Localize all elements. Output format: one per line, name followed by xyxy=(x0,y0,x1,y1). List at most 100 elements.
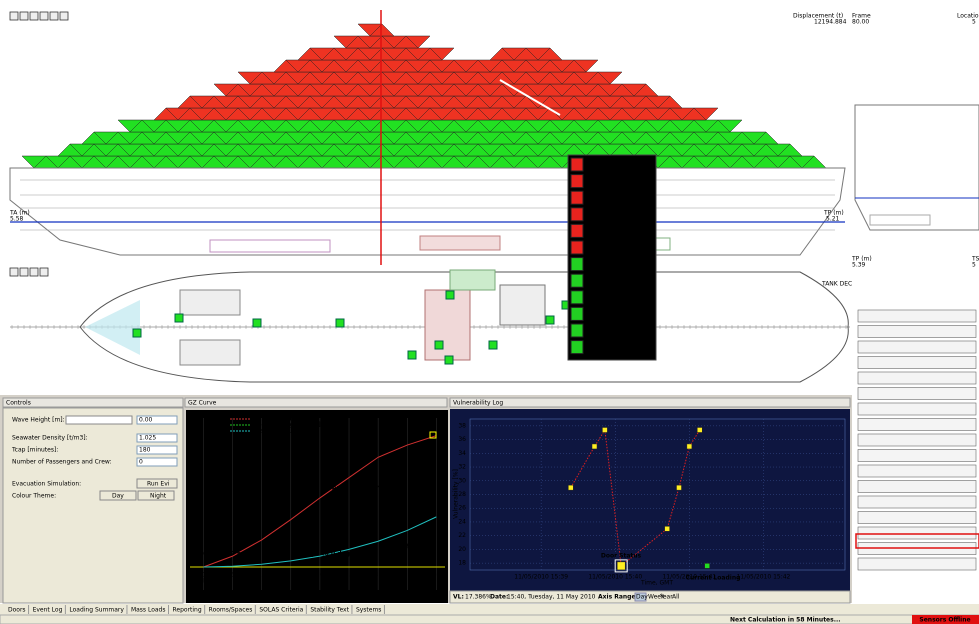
deck-thumbnail xyxy=(857,511,977,524)
label: TP (m) xyxy=(823,210,844,217)
tab[interactable]: SOLAS Criteria xyxy=(259,607,303,614)
probability-label: Capsize probability: xyxy=(587,181,646,188)
probability: 0.984 xyxy=(637,181,654,188)
input-value[interactable]: 0 xyxy=(139,459,143,466)
panel-header xyxy=(2,397,184,408)
panel-title: Controls xyxy=(6,400,31,407)
input-value[interactable]: 180 xyxy=(139,447,151,454)
damage-case-name: DS/S11-12.2.0 xyxy=(587,158,635,165)
x-tick-label: 11/05/2010 15:40 xyxy=(588,574,642,581)
status-swatch xyxy=(570,257,584,272)
legend-entry: Area [m*rad] xyxy=(253,428,292,435)
probability: 0.000 xyxy=(637,314,654,321)
y-tick-label: 26 xyxy=(458,505,466,512)
label: 15:40, Tuesday, 11 May 2010 xyxy=(507,594,596,601)
button-label[interactable]: Day xyxy=(112,493,124,500)
x-tick-label: 20 xyxy=(316,572,324,579)
deck-thumbnail xyxy=(857,402,977,416)
status-swatch xyxy=(570,157,584,172)
y-tick-label: 38 xyxy=(458,422,466,429)
range-button[interactable]: Day xyxy=(636,594,648,601)
damage-case-name: DS/S11-12.2.1 xyxy=(587,274,635,281)
toolbar-icon xyxy=(59,11,69,21)
label: TS xyxy=(971,256,979,263)
deck-thumbnail xyxy=(857,480,977,493)
damage-case-name: DS/P11-12.3.0 xyxy=(587,191,635,198)
deck-thumbnail xyxy=(857,356,977,369)
label: Date: xyxy=(490,594,508,601)
compartment-marker xyxy=(132,328,142,338)
annotation: Range 40.0 deg xyxy=(297,551,350,558)
annotation: Current Loading xyxy=(686,575,741,582)
field-label: Colour Theme: xyxy=(12,493,56,500)
tab[interactable]: Reporting xyxy=(173,607,202,614)
damage-case-name: DS/P11-12.1.1 xyxy=(587,340,635,347)
axis-label: Time, GMT xyxy=(640,580,673,587)
probability: 0.984 xyxy=(637,214,654,221)
gz-line xyxy=(203,516,437,568)
tab[interactable]: Mass Loads xyxy=(131,607,166,614)
tab[interactable]: Systems xyxy=(356,607,382,614)
button[interactable] xyxy=(137,490,175,501)
x-tick-label: 30 xyxy=(374,572,382,579)
label: 80.00 xyxy=(852,19,869,26)
label: 12194.884 xyxy=(814,19,847,26)
deck-thumbnail xyxy=(857,464,977,478)
probability-label: Capsize probability: xyxy=(587,297,646,304)
range-button[interactable]: All xyxy=(672,594,680,601)
toolbar-icon xyxy=(39,11,49,21)
tab[interactable]: Stability Text xyxy=(310,607,349,614)
input-value[interactable]: 1.025 xyxy=(139,435,156,442)
axis-label: Vulnerability [%] xyxy=(453,469,460,519)
button-label[interactable]: Night xyxy=(150,493,167,500)
damage-case xyxy=(537,47,563,61)
probability-label: Capsize probability: xyxy=(587,214,646,221)
tab[interactable]: Rooms/Spaces xyxy=(209,607,253,614)
separator xyxy=(499,79,561,116)
status-swatch xyxy=(570,290,584,305)
heel-marker xyxy=(429,431,437,439)
sensors-badge xyxy=(912,615,979,624)
y-tick-label: 36 xyxy=(458,436,466,443)
label: 5.58 xyxy=(10,216,24,223)
vulnerability-point xyxy=(704,563,710,569)
tank xyxy=(209,239,331,253)
tab[interactable]: Doors xyxy=(8,607,26,614)
deck-highlight xyxy=(855,533,979,549)
status-swatch xyxy=(570,190,584,205)
label: Frame xyxy=(852,13,871,20)
damage-case xyxy=(405,35,431,49)
compartment-marker xyxy=(434,340,444,350)
legend-entry: Opening Emersion [m] xyxy=(253,422,321,429)
status-swatch xyxy=(570,306,584,321)
range-button[interactable]: Week xyxy=(648,594,665,601)
vulnerability-point xyxy=(602,427,608,433)
button[interactable] xyxy=(136,478,178,489)
input-value[interactable]: 0.00 xyxy=(139,417,153,424)
status-swatch xyxy=(570,240,584,255)
x-tick-label: 5 xyxy=(231,572,235,579)
status-swatch xyxy=(570,223,584,238)
vulnerability-point xyxy=(568,484,574,491)
button-label[interactable]: Run Evi xyxy=(147,481,170,488)
toolbar-icon xyxy=(19,11,29,21)
deck-thumbnail xyxy=(857,495,977,509)
compartment-marker xyxy=(545,315,555,325)
tab[interactable]: Loading Summary xyxy=(69,607,124,614)
compartment-marker xyxy=(445,290,455,300)
label: TP (m) xyxy=(851,256,872,263)
button[interactable] xyxy=(99,490,137,501)
compartment-marker xyxy=(174,313,184,323)
toolbar-icon xyxy=(29,267,39,277)
probability-label: Capsize probability: xyxy=(587,314,646,321)
probability-label: Capsize probability: xyxy=(587,248,646,255)
vulnerability-point xyxy=(591,443,598,450)
damage-case xyxy=(693,107,719,121)
label: Displacement (t) xyxy=(793,13,843,20)
range-button[interactable]: Year xyxy=(659,594,673,601)
damage-case-name: DS/P11-12.2.1 xyxy=(587,324,635,331)
compartment-marker xyxy=(335,318,345,328)
tab[interactable]: Event Log xyxy=(33,607,63,614)
legend-entry: GZ (Centroid) xyxy=(253,416,294,423)
